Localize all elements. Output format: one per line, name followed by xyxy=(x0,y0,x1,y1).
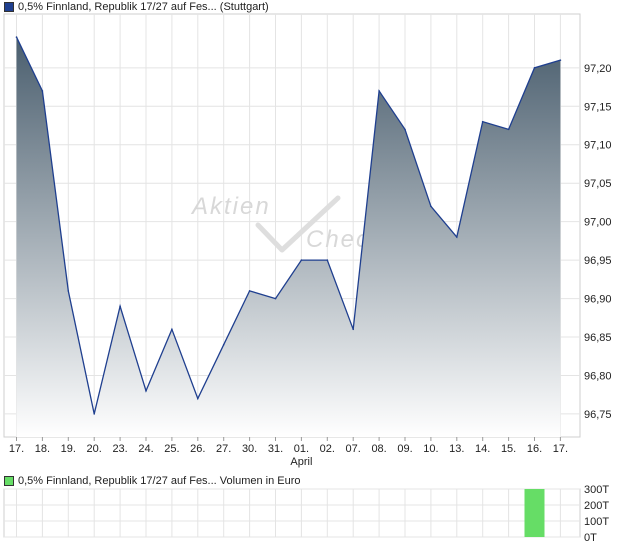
price-point xyxy=(93,413,95,415)
y-tick-label: 96,85 xyxy=(584,332,612,344)
volume-legend-label: 0,5% Finnland, Republik 17/27 auf Fes...… xyxy=(18,474,301,487)
price-point xyxy=(404,128,406,131)
x-tick-label: 15. xyxy=(501,443,516,455)
x-tick-label: 31. xyxy=(268,443,283,455)
y-tick-label: 96,75 xyxy=(584,409,612,421)
price-point xyxy=(248,290,251,292)
x-tick-label: 23. xyxy=(112,443,127,455)
price-point xyxy=(222,343,225,346)
x-tick-label: 25. xyxy=(164,443,179,455)
x-tick-label: 27. xyxy=(216,443,231,455)
price-point xyxy=(352,328,355,331)
x-tick-label: 16. xyxy=(527,443,542,455)
price-legend: 0,5% Finnland, Republik 17/27 auf Fes...… xyxy=(4,0,269,14)
x-tick-label: 07. xyxy=(346,443,361,455)
price-point xyxy=(481,120,484,123)
x-tick-label: 19. xyxy=(61,443,76,455)
x-tick-label: 02. xyxy=(320,443,335,455)
price-point xyxy=(507,128,510,131)
volume-y-tick-label: 300T xyxy=(584,484,609,496)
x-tick-label: 30. xyxy=(242,443,257,455)
price-area xyxy=(16,37,561,438)
y-tick-label: 97,05 xyxy=(584,178,612,190)
price-legend-swatch xyxy=(4,2,14,12)
x-tick-label: 10. xyxy=(423,443,438,455)
volume-legend-swatch xyxy=(4,476,14,486)
price-point xyxy=(197,397,199,400)
y-tick-label: 96,95 xyxy=(584,255,612,267)
x-tick-label: 08. xyxy=(371,443,386,455)
x-tick-label: 18. xyxy=(35,443,50,455)
y-tick-label: 96,80 xyxy=(584,370,612,382)
price-point xyxy=(533,67,536,69)
x-tick-label: 17. xyxy=(553,443,568,455)
price-point xyxy=(67,290,70,292)
volume-legend: 0,5% Finnland, Republik 17/27 auf Fes...… xyxy=(4,474,301,488)
price-point xyxy=(145,390,147,392)
volume-bar xyxy=(524,489,545,537)
price-point xyxy=(15,36,18,38)
price-point xyxy=(378,90,380,92)
x-month-label: April xyxy=(290,456,312,468)
x-tick-label: 17. xyxy=(9,443,24,455)
price-legend-label: 0,5% Finnland, Republik 17/27 auf Fes...… xyxy=(18,0,269,13)
x-tick-label: 13. xyxy=(449,443,464,455)
price-point xyxy=(430,205,432,208)
volume-y-tick-label: 200T xyxy=(584,500,609,512)
price-point xyxy=(326,259,329,261)
price-point xyxy=(171,328,173,331)
y-tick-label: 97,10 xyxy=(584,140,612,152)
y-tick-label: 97,20 xyxy=(584,63,612,75)
x-tick-label: 14. xyxy=(475,443,490,455)
price-line xyxy=(15,36,561,415)
price-point xyxy=(559,59,562,61)
price-point xyxy=(300,259,303,261)
y-tick-label: 97,15 xyxy=(584,101,612,113)
y-tick-label: 97,00 xyxy=(584,217,612,229)
watermark-text-1: Aktien xyxy=(190,193,271,220)
x-tick-label: 01. xyxy=(294,443,309,455)
price-point xyxy=(41,90,44,92)
x-tick-label: 09. xyxy=(397,443,412,455)
watermark-check-icon xyxy=(255,195,341,253)
price-point xyxy=(119,305,121,308)
x-tick-label: 24. xyxy=(138,443,153,455)
price-point xyxy=(274,297,277,300)
x-tick-label: 20. xyxy=(87,443,102,455)
y-tick-label: 96,90 xyxy=(584,294,612,306)
volume-plot-frame xyxy=(3,488,581,538)
x-tick-label: 26. xyxy=(190,443,205,455)
volume-y-tick-label: 0T xyxy=(584,532,597,544)
volume-y-tick-label: 100T xyxy=(584,516,609,528)
price-point xyxy=(456,236,458,238)
